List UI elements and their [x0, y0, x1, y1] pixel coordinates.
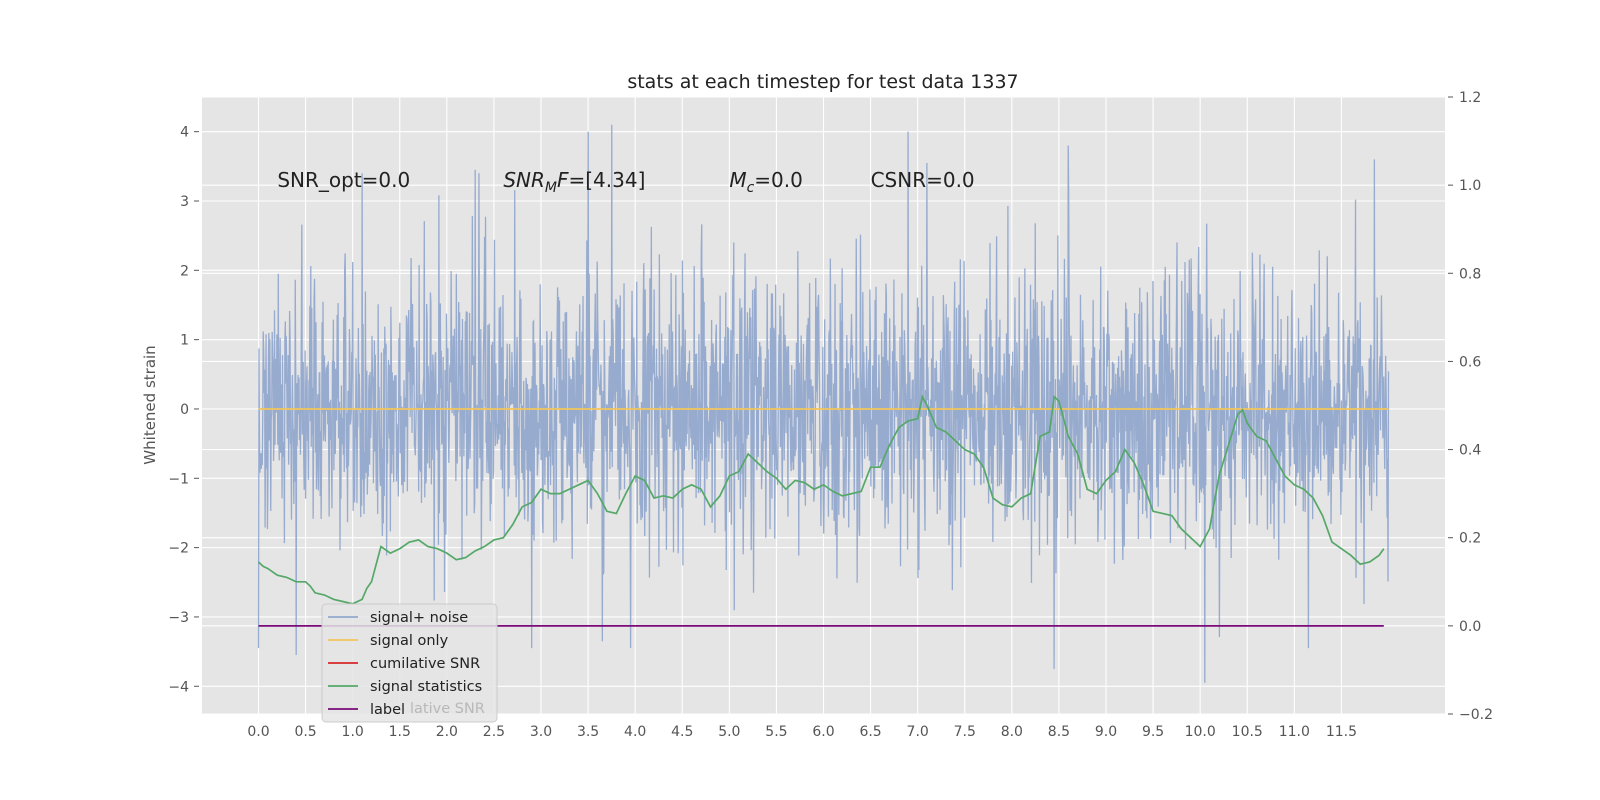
annotations: SNR_opt=0.0 SNRMF=[4.34] Mc=0.0 CSNR=0.0 — [277, 168, 974, 196]
x-tick-label: 10.0 — [1185, 724, 1216, 740]
x-tick-label: 5.0 — [718, 724, 740, 740]
y-ticks: −4 −3 −2 −1 0 1 2 3 4 — [168, 125, 199, 695]
y2-tick-label: 0.2 — [1459, 531, 1481, 547]
x-tick-label: 2.0 — [436, 724, 458, 740]
y-tick-label: 4 — [180, 125, 189, 141]
y2-tick-label: −0.2 — [1459, 707, 1493, 723]
y2-tick-label: 0.4 — [1459, 443, 1481, 459]
x-tick-label: 0.5 — [294, 724, 316, 740]
stat-annotation: CSNR=0.0 — [871, 168, 975, 192]
x-tick-label: 1.0 — [342, 724, 364, 740]
y-tick-label: −4 — [168, 679, 189, 695]
legend-label: signal only — [370, 633, 449, 649]
x-tick-label: 7.0 — [907, 724, 929, 740]
x-tick-label: 5.5 — [765, 724, 787, 740]
x-tick-label: 9.5 — [1142, 724, 1164, 740]
y-tick-label: 0 — [180, 402, 189, 418]
legend-box — [321, 603, 498, 723]
y-tick-label: 1 — [180, 333, 189, 349]
y-tick-label: −3 — [168, 610, 189, 626]
x-tick-label: 3.5 — [577, 724, 599, 740]
y2-tick-label: 0.8 — [1459, 266, 1481, 282]
stat-annotation: Mc=0.0 — [729, 168, 803, 196]
series-signal-noise-line — [257, 124, 1390, 683]
x-ticks: 0.0 0.5 1.0 1.5 2.0 2.5 3.0 3.5 4.0 4.5 5.0 5.5 6.0 6… — [247, 724, 1357, 740]
legend-label: cumilative SNR — [370, 656, 480, 672]
stat-annotation: SNR_opt=0.0 — [277, 168, 410, 192]
y-tick-label: 2 — [180, 263, 189, 279]
legend-label: signal+ noise — [370, 610, 468, 626]
x-tick-label: 8.5 — [1048, 724, 1070, 740]
x-tick-label: 11.0 — [1279, 724, 1310, 740]
x-tick-label: 9.0 — [1095, 724, 1117, 740]
x-tick-label: 1.5 — [389, 724, 411, 740]
legend-label: signal statistics — [370, 679, 482, 695]
x-tick-label: 7.5 — [954, 724, 976, 740]
x-tick-label: 6.0 — [812, 724, 834, 740]
x-tick-label: 11.5 — [1326, 724, 1357, 740]
legend-ghost-text: lative SNR — [410, 701, 485, 717]
y-tick-label: 3 — [180, 194, 189, 210]
x-tick-label: 4.5 — [671, 724, 693, 740]
y2-tick-label: 1.0 — [1459, 178, 1481, 194]
y2-tick-label: 0.6 — [1459, 354, 1481, 370]
x-tick-label: 4.0 — [624, 724, 646, 740]
chart-title: stats at each timestep for test data 133… — [627, 71, 1018, 93]
stat-annotation: SNRMF=[4.34] — [503, 168, 645, 196]
y-tick-label: −1 — [168, 471, 189, 487]
y2-ticks: −0.2 0.0 0.2 0.4 0.6 0.8 1.0 1.2 — [1448, 90, 1493, 723]
x-tick-label: 0.0 — [247, 724, 269, 740]
series-signal-statistics-line — [257, 394, 1385, 605]
legend-label: label — [370, 702, 405, 718]
x-tick-label: 8.0 — [1001, 724, 1023, 740]
x-tick-label: 3.0 — [530, 724, 552, 740]
y-axis-label: Whitened strain — [141, 345, 159, 464]
x-tick-label: 6.5 — [859, 724, 881, 740]
x-tick-label: 10.5 — [1232, 724, 1263, 740]
y2-tick-label: 0.0 — [1459, 619, 1481, 635]
x-tick-label: 2.5 — [483, 724, 505, 740]
y2-tick-label: 1.2 — [1459, 90, 1481, 106]
legend: lative SNR signal+ noise signal only cumila… — [321, 603, 498, 723]
y-tick-label: −2 — [168, 541, 189, 557]
